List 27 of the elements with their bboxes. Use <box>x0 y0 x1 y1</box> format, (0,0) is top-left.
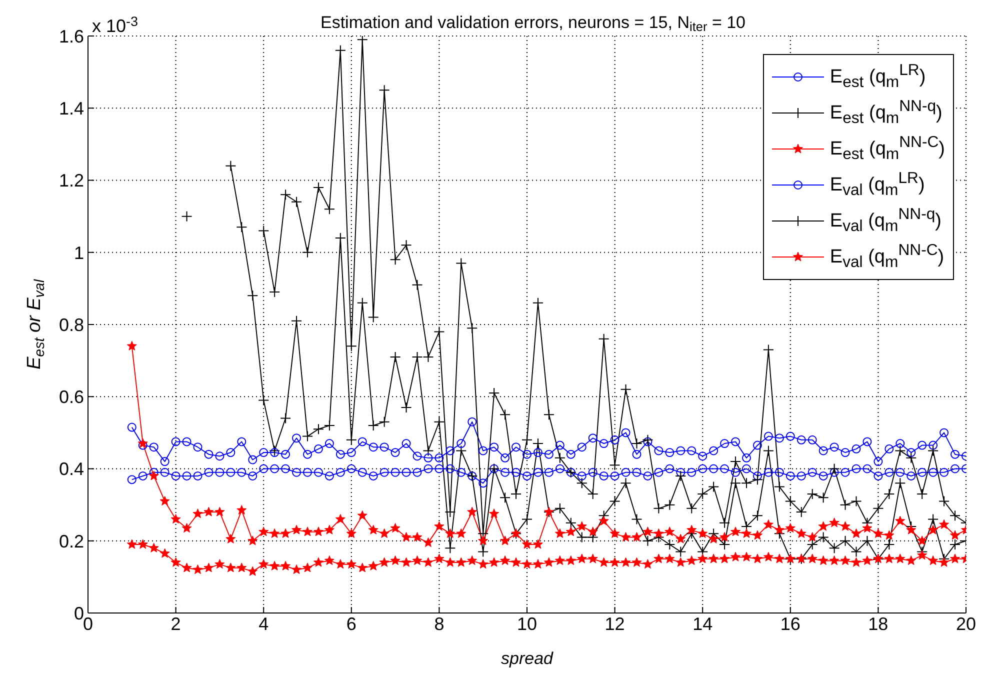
x-tick-label: 2 <box>170 614 181 634</box>
y-tick-label: 1.2 <box>58 170 84 191</box>
x-tick-label: 20 <box>956 614 976 634</box>
legend-label: E$_{val}$ (q$_{m}$$^{NN-C}$) <box>830 242 944 272</box>
x-tick-label: 16 <box>780 614 800 634</box>
x-tick-label: 14 <box>692 614 713 634</box>
legend-label: E$_{est}$ (q$_{m}$$^{NN-q}$) <box>830 98 942 128</box>
y-tick-label: 1.4 <box>58 98 84 119</box>
chart-title: Estimation and validation errors, neurons = 15, N$_{iter}$ = 10 <box>320 13 746 34</box>
x-tick-label: 12 <box>604 614 625 634</box>
x-tick-label: 6 <box>346 614 356 634</box>
legend-label: E$_{est}$ (q$_{m}$$^{LR}$) <box>830 62 926 92</box>
x-axis-title: spread <box>501 649 554 668</box>
x-tick-label: 10 <box>516 614 538 634</box>
y-tick-label: 1.6 <box>58 26 84 46</box>
legend-label: E$_{val}$ (q$_{m}$$^{LR}$) <box>830 170 925 200</box>
y-tick-label: 0.4 <box>58 459 84 480</box>
y-tick-label: 0.6 <box>58 387 84 408</box>
y-tick-label: 0.2 <box>58 531 84 552</box>
legend-label: E$_{val}$ (q$_{m}$$^{NN-q}$) <box>830 206 942 236</box>
annotation: x 10$^{-3}$ <box>92 14 138 36</box>
x-tick-label: 4 <box>258 614 269 634</box>
y-tick-label: 0.8 <box>58 314 84 335</box>
legend-label: E$_{est}$ (q$_{m}$$^{NN-C}$) <box>830 134 945 164</box>
x-tick-label: 8 <box>434 614 444 634</box>
y-tick-label: 1 <box>74 242 84 263</box>
x-tick-label: 18 <box>868 614 888 634</box>
